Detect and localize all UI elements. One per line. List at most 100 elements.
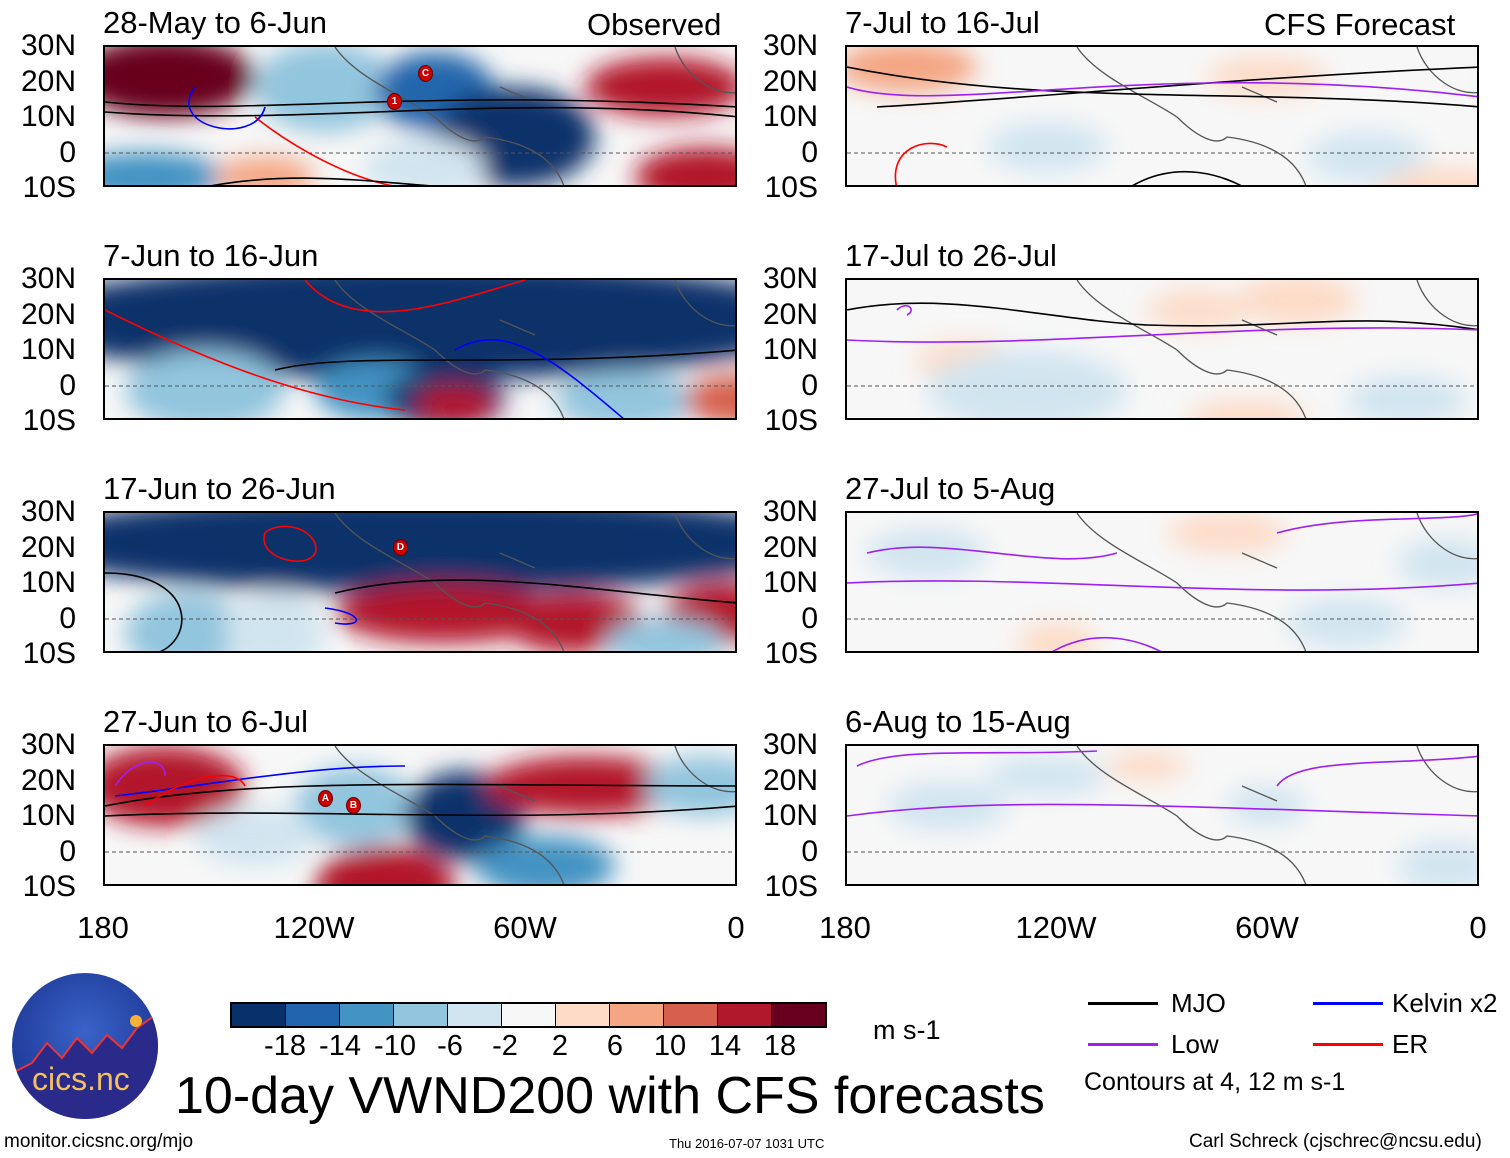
y-tick-label: 0 — [801, 834, 818, 868]
coastline — [1076, 513, 1477, 651]
coastline — [334, 280, 735, 418]
x-tick-label: 0 — [1469, 910, 1487, 945]
y-tick-label: 10S — [22, 637, 76, 670]
contour-line — [105, 106, 735, 118]
y-tick-label: 30N — [762, 495, 818, 528]
anomaly-shading — [887, 781, 1007, 831]
contour-line — [856, 750, 1098, 767]
contour-line — [847, 580, 1477, 591]
colorbar-swatch — [286, 1004, 340, 1026]
colorbar-tick-label: 6 — [606, 1030, 624, 1062]
contour-line — [304, 280, 526, 313]
anomaly-shading — [1397, 841, 1477, 884]
contour-line — [876, 66, 1477, 108]
y-tick-label: 30N — [20, 495, 76, 528]
contour-line — [254, 116, 393, 185]
contour-line — [105, 805, 735, 817]
anomaly-shading — [1307, 132, 1427, 182]
coastline — [1076, 47, 1477, 185]
y-tick-label: 30N — [762, 728, 818, 761]
y-tick-label: 10S — [764, 171, 818, 204]
forecast-map-panel-3 — [845, 511, 1479, 653]
anomaly-shading — [1347, 375, 1467, 418]
coastline — [334, 513, 735, 651]
anomaly-shading — [1147, 290, 1247, 330]
anomaly-shading — [1227, 786, 1307, 826]
contour-line — [896, 305, 912, 316]
colorbar-swatch — [772, 1004, 825, 1026]
colorbar-tick-label: 18 — [763, 1030, 797, 1062]
left-panel-title-1: 28-May to 6-Jun — [103, 5, 327, 40]
legend-mjo-label: MJO — [1171, 988, 1226, 1018]
storm-marker: B — [346, 797, 361, 814]
figure-title: 10-day VWND200 with CFS forecasts — [175, 1067, 1045, 1125]
left-panel-title-4: 27-Jun to 6-Jul — [103, 704, 309, 739]
footer-url[interactable]: monitor.cicsnc.org/mjo — [4, 1131, 194, 1152]
anomaly-shading — [415, 385, 495, 418]
anomaly-shading — [1237, 280, 1357, 325]
anomaly-shading — [125, 350, 285, 418]
contour-note: Contours at 4, 12 m s-1 — [1084, 1068, 1346, 1096]
anomaly-shading — [105, 47, 255, 117]
anomaly-shading — [927, 350, 1127, 418]
observed-map-panel-2 — [103, 278, 737, 420]
y-tick-label: 30N — [762, 29, 818, 62]
anomaly-shading — [847, 47, 977, 92]
y-tick-label: 0 — [801, 368, 818, 402]
anomaly-shading — [1287, 598, 1407, 648]
y-tick-label: 10S — [764, 637, 818, 670]
right-panel-title-3: 27-Jul to 5-Aug — [845, 471, 1056, 506]
contour-line — [105, 309, 406, 411]
contour-line — [105, 99, 735, 108]
storm-marker: A — [318, 790, 333, 807]
x-tick-label: 180 — [77, 910, 129, 945]
contour-line — [1276, 513, 1477, 534]
anomaly-shading — [195, 806, 315, 866]
contour-line — [274, 349, 735, 371]
colorbar-tick-label: -10 — [374, 1030, 416, 1062]
contour-line — [334, 579, 735, 604]
contour-line — [324, 607, 358, 625]
y-tick-label: 0 — [801, 601, 818, 635]
colorbar-swatch — [556, 1004, 610, 1026]
colorbar-tick-label: -18 — [264, 1030, 306, 1062]
logo-text: cics.nc — [32, 1061, 130, 1097]
y-tick-label: 10N — [762, 333, 818, 366]
colorbar-swatch — [340, 1004, 394, 1026]
contour-line — [847, 302, 1477, 331]
colorbar-swatch — [718, 1004, 772, 1026]
colorbar-swatch — [610, 1004, 664, 1026]
y-tick-label: 20N — [762, 64, 818, 98]
observed-map-panel-4 — [103, 744, 737, 886]
x-tick-label: 60W — [493, 910, 557, 945]
legend-er-line — [1313, 1043, 1383, 1046]
anomaly-shading — [105, 746, 245, 826]
anomaly-shading — [225, 593, 325, 651]
colorbar-swatch — [232, 1004, 286, 1026]
forecast-map-panel-1 — [845, 45, 1479, 187]
contour-line — [847, 803, 1477, 817]
anomaly-shading — [605, 618, 725, 651]
colorbar-swatch — [394, 1004, 448, 1026]
observed-label: Observed — [587, 7, 722, 42]
colorbar-tick-label: 14 — [708, 1030, 742, 1062]
forecast-label: CFS Forecast — [1264, 7, 1456, 42]
y-tick-label: 10N — [20, 333, 76, 366]
anomaly-shading — [555, 370, 695, 418]
y-tick-label: 30N — [20, 262, 76, 295]
colorbar-units: m s-1 — [873, 1015, 941, 1045]
coastline — [1076, 746, 1477, 884]
forecast-map-panel-2 — [845, 278, 1479, 420]
anomaly-shading — [255, 47, 395, 132]
x-tick-label: 0 — [727, 910, 745, 945]
anomaly-shading — [867, 528, 987, 578]
contour-line — [1132, 170, 1242, 185]
colorbar-tick-label: -2 — [492, 1030, 518, 1062]
anomaly-shading — [1382, 167, 1477, 185]
footer-timestamp: Thu 2016-07-07 1031 UTC — [669, 1136, 825, 1151]
y-tick-label: 10S — [22, 404, 76, 437]
y-tick-label: 10S — [764, 404, 818, 437]
y-tick-label: 30N — [20, 728, 76, 761]
coastline — [1076, 280, 1477, 418]
anomaly-shading — [1397, 538, 1477, 588]
